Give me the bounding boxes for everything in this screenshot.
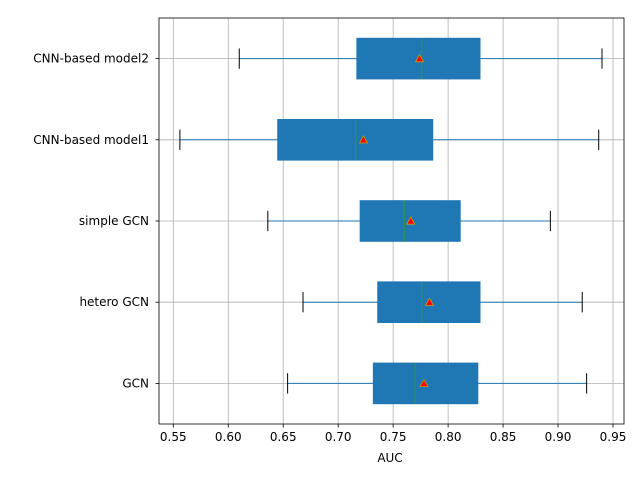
iqr-box: [277, 119, 434, 161]
mean-marker: [414, 53, 425, 63]
box-group: [238, 37, 603, 80]
mean-marker: [358, 134, 369, 144]
mean-marker: [419, 378, 429, 388]
mean-marker: [406, 216, 416, 225]
mean-marker: [424, 297, 435, 306]
y-tick-label: GCN: [122, 376, 149, 390]
box-group: [179, 119, 600, 161]
x-axis-title: AUC: [377, 451, 402, 465]
y-tick-label: CNN-based model1: [33, 133, 149, 147]
y-tick-label: simple GCN: [79, 214, 149, 228]
x-tick-label: 0.70: [325, 430, 352, 444]
y-axis-ticks: GCN hetero GCN simple GCN CNN-based model1 C…: [33, 52, 159, 390]
x-tick-label: 0.85: [490, 430, 517, 444]
x-tick-label: 0.95: [600, 430, 627, 444]
x-tick-label: 0.60: [215, 430, 242, 444]
x-tick-label: 0.65: [270, 430, 297, 444]
x-tick-label: 0.75: [380, 430, 407, 444]
y-tick-label: hetero GCN: [79, 295, 149, 309]
box-group: [267, 200, 551, 242]
boxes: [179, 37, 603, 405]
box-group: [287, 362, 588, 405]
y-tick-label: CNN-based model2: [33, 52, 149, 66]
x-tick-label: 0.80: [435, 430, 462, 444]
x-tick-label: 0.90: [545, 430, 572, 444]
x-axis-ticks: 0.55 0.60 0.65 0.70 0.75 0.80 0.85 0.90 0.95: [160, 424, 626, 444]
x-tick-label: 0.55: [160, 430, 187, 444]
box-group: [302, 281, 583, 323]
